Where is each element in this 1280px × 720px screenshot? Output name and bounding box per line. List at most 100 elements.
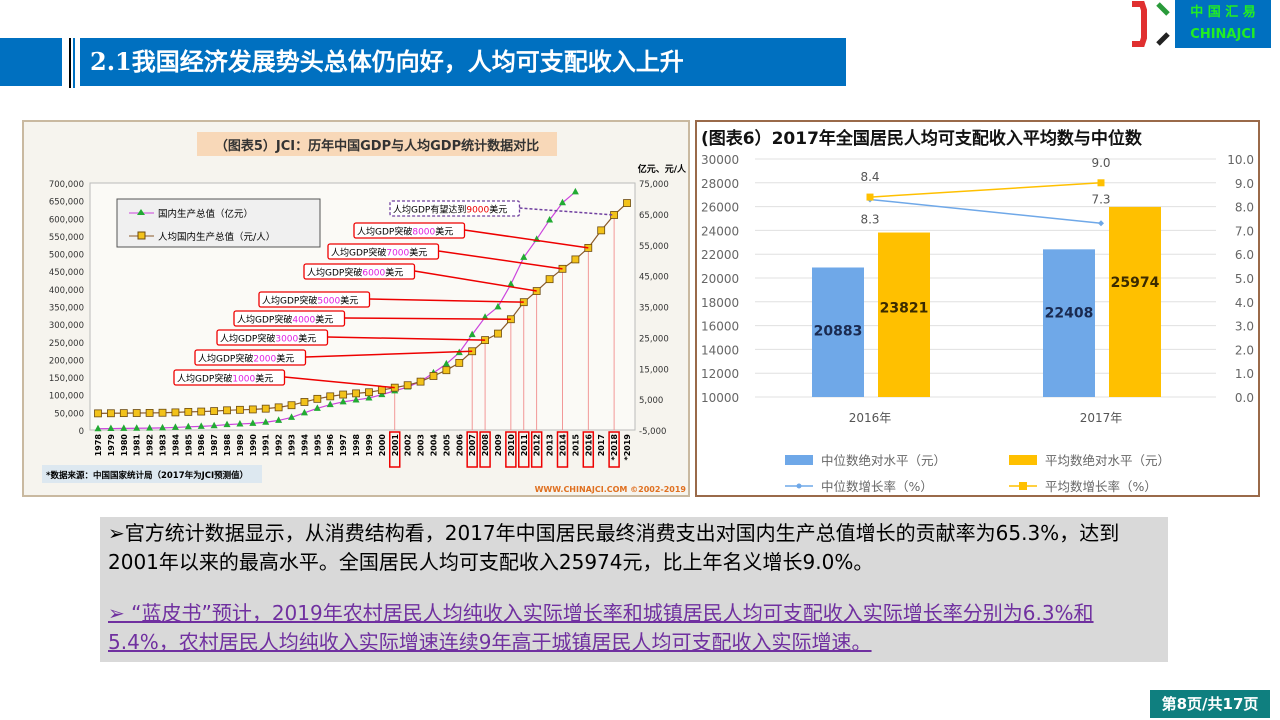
y-left-tick: 12000 bbox=[701, 367, 739, 381]
annotation-leader bbox=[305, 350, 473, 358]
x-tick-label: 2003 bbox=[417, 434, 426, 456]
year-highlight-box bbox=[479, 431, 491, 468]
annotation-leader bbox=[438, 250, 563, 270]
x-tick-label: 1988 bbox=[223, 434, 232, 457]
legend-swatch bbox=[1009, 455, 1037, 465]
per-capita-point bbox=[158, 408, 167, 417]
x-tick-label: 2005 bbox=[442, 434, 451, 457]
growth-point bbox=[866, 193, 874, 201]
year-highlight-box bbox=[505, 431, 517, 468]
bar-value-label: 20883 bbox=[814, 323, 863, 339]
bar bbox=[1109, 206, 1161, 397]
chart-title-bg bbox=[197, 132, 557, 156]
source-bg bbox=[42, 465, 262, 483]
x-tick-label: 1989 bbox=[236, 434, 245, 457]
legend-label: 中位数增长率（%） bbox=[821, 479, 933, 494]
gdp-point bbox=[300, 408, 308, 416]
per-capita-point bbox=[107, 409, 115, 418]
x-tick-label: 2016年 bbox=[849, 411, 892, 425]
header-divider bbox=[73, 38, 75, 88]
bar-value-label: 25974 bbox=[1111, 275, 1160, 291]
x-tick-label: 1996 bbox=[326, 434, 335, 457]
per-capita-point bbox=[442, 366, 451, 375]
chart-title: (图表6）2017年全国居民人均可支配收入平均数与中位数 bbox=[701, 128, 1143, 149]
gdp-chart-panel: （图表5）JCI：历年中国GDP与人均GDP统计数据对比 700,000 650,0… bbox=[22, 120, 690, 497]
header-divider bbox=[69, 38, 71, 88]
year-highlight-box bbox=[466, 431, 478, 468]
per-capita-point bbox=[132, 409, 141, 417]
legend-marker bbox=[796, 483, 802, 489]
growth-value-label: 9.0 bbox=[1091, 156, 1110, 170]
annotation-leader bbox=[284, 376, 395, 389]
per-capita-point bbox=[223, 406, 231, 415]
per-capita-point bbox=[339, 390, 348, 399]
per-capita-point bbox=[145, 409, 154, 417]
year-highlight-box bbox=[518, 431, 530, 468]
year-highlight-box bbox=[389, 431, 401, 468]
year-highlight-box bbox=[608, 431, 620, 468]
x-tick-label: 1993 bbox=[288, 434, 297, 456]
per-capita-point bbox=[236, 405, 244, 414]
gdp-point bbox=[494, 302, 502, 310]
growth-point bbox=[1098, 220, 1104, 227]
gdp-point bbox=[481, 313, 489, 320]
logo bbox=[1130, 0, 1272, 48]
bar-value-label: 23821 bbox=[880, 301, 929, 317]
per-capita-point bbox=[287, 401, 296, 410]
x-tick-label: 1995 bbox=[313, 434, 322, 457]
x-tick-label: 1979 bbox=[107, 434, 116, 457]
per-capita-point bbox=[494, 329, 502, 338]
gdp-point bbox=[94, 424, 102, 432]
y-right-tick: 3.0 bbox=[1235, 320, 1254, 334]
growth-line bbox=[869, 198, 1102, 225]
paragraph-bluebook[interactable]: ➢ “蓝皮书”预计，2019年农村居民人均纯收入实际增长率和城镇居民人均可支配收… bbox=[108, 601, 1094, 654]
legend-pc-label: 人均国内生产总值（元/人） bbox=[158, 231, 275, 243]
logo-text: 中 国 汇 易 CHINAJCI bbox=[1175, 0, 1271, 48]
per-capita-point bbox=[365, 388, 373, 397]
annotation-leader bbox=[327, 336, 486, 341]
y-right-tick: 4.0 bbox=[1235, 296, 1254, 310]
annotation-box bbox=[216, 329, 329, 346]
annotation-box bbox=[327, 243, 440, 260]
x-tick-label: 1985 bbox=[184, 434, 193, 457]
annotation-label: 人均GDP突破4000美元 bbox=[237, 314, 333, 326]
per-capita-point bbox=[210, 407, 219, 415]
y-right-tick: 45,000 bbox=[639, 273, 669, 283]
gdp-point bbox=[275, 416, 283, 423]
annotation-leader bbox=[414, 270, 537, 292]
gdp-point bbox=[339, 397, 347, 405]
y-right-tick: 5,000 bbox=[639, 396, 663, 406]
gdp-point bbox=[107, 424, 115, 432]
per-capita-point bbox=[197, 407, 206, 416]
y-right-tick: 9.0 bbox=[1235, 177, 1254, 191]
gdp-point bbox=[546, 215, 554, 223]
y-left-tick: 650,000 bbox=[49, 198, 84, 208]
x-tick-label: 2011 bbox=[520, 434, 529, 457]
annotation-box bbox=[194, 349, 307, 366]
y-left-tick: 400,000 bbox=[49, 286, 84, 296]
gdp-point bbox=[236, 419, 244, 427]
x-tick-label: 2000 bbox=[378, 434, 387, 457]
y-right-tick: 10.0 bbox=[1227, 153, 1254, 167]
gdp-point bbox=[468, 330, 476, 338]
y-right-tick: -5,000 bbox=[639, 427, 666, 437]
per-capita-point bbox=[545, 275, 554, 284]
legend-box bbox=[116, 198, 321, 248]
y-right-tick: 75,000 bbox=[639, 180, 669, 190]
x-tick-label: 2010 bbox=[507, 434, 516, 457]
y-left-tick: 450,000 bbox=[49, 268, 84, 278]
y-left-tick: 350,000 bbox=[49, 304, 84, 314]
y-left-tick: 10000 bbox=[701, 391, 739, 405]
gdp-point bbox=[520, 253, 528, 260]
gdp-point bbox=[120, 424, 128, 431]
legend-gdp-label: 国内生产总值（亿元） bbox=[158, 208, 253, 220]
per-capita-point bbox=[623, 199, 631, 207]
legend-label: 平均数增长率（%） bbox=[1045, 479, 1157, 494]
y-left-tick: 250,000 bbox=[49, 339, 84, 349]
x-tick-label: 1999 bbox=[365, 434, 374, 457]
y-left-tick: 14000 bbox=[701, 343, 739, 357]
annotation-leader bbox=[519, 207, 615, 216]
legend-label: 平均数绝对水平（元） bbox=[1045, 453, 1170, 468]
per-capita-point bbox=[184, 407, 193, 416]
legend-label: 中位数绝对水平（元） bbox=[821, 453, 946, 468]
